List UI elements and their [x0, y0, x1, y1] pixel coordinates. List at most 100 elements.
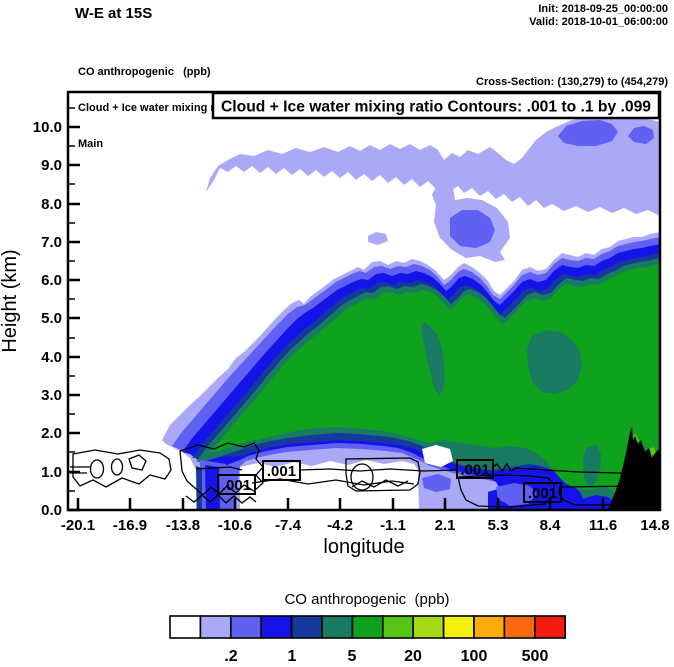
contour-label-box-3: [456, 459, 494, 479]
contour-line-long-2: [491, 462, 656, 475]
colorbar-title: CO anthropogenic (ppb): [284, 591, 449, 608]
colorbar-cell-12: [533, 615, 566, 639]
page-title: W-E at 15S: [75, 5, 153, 22]
colorbar-cell-10: [473, 615, 506, 639]
x-axis-ticks: [76, 498, 657, 510]
cbar-label-1: 1: [288, 648, 297, 665]
x-tick-4: -7.4: [275, 517, 302, 534]
x-tick-6: -1.1: [380, 517, 406, 534]
y-tick-9: 9.0: [41, 157, 62, 174]
upper-band-dark-patch-2: [628, 126, 654, 144]
colorbar-cell-6: [351, 615, 384, 639]
surface-column-1: [205, 465, 220, 509]
y-tick-2: 2.0: [41, 425, 62, 442]
y-tick-7: 7.0: [41, 234, 62, 251]
contour-label-box-4: [523, 482, 562, 503]
x-tick-3: -10.6: [218, 517, 252, 534]
y-tick-0: 0.0: [41, 502, 62, 519]
x-tick-10: 11.6: [589, 517, 617, 534]
x-tick-1: -16.9: [113, 517, 147, 534]
white-gap-contour-zone: [240, 460, 419, 509]
x-axis-label: longitude: [323, 536, 404, 558]
colorbar-cell-11: [503, 615, 536, 639]
cbar-label-3: 20: [404, 648, 422, 665]
contour-line-long-1: [299, 468, 458, 472]
contour-label-3: .001: [460, 462, 489, 479]
colorbar-cell-5: [321, 615, 354, 639]
colorbar-cell-3: [260, 615, 293, 639]
contour-oval-1: [89, 459, 105, 479]
colorbar-cell-2: [230, 615, 263, 639]
plot-title-box: [211, 91, 661, 120]
y-tick-3: 3.0: [41, 387, 62, 404]
colorbar-tick-labels: .2 1 5 20 100 500: [224, 648, 548, 665]
contour-label-boxes: .001 .001 .001 .001: [217, 459, 562, 503]
run-times: Init: 2018-09-25_00:00:00 Valid: 2018-10…: [529, 3, 668, 29]
cross-section-coords: Cross-Section: (130,279) to (454,279): [476, 76, 668, 88]
midlevel-patch-core: [450, 210, 495, 248]
colorbar-cell-4: [290, 615, 323, 639]
field-fill: CO anthropogenic (ppb): [78, 66, 211, 78]
y-tick-labels: 0.0 1.0 2.0 3.0 4.0 5.0 6.0 7.0 8.0 9.0 …: [33, 119, 62, 519]
contour-label-1: .001: [222, 477, 251, 494]
teal-strip-right: [583, 444, 601, 488]
contour-blob-small: [128, 454, 147, 471]
y-tick-6: 6.0: [41, 272, 62, 289]
x-tick-labels: -20.1 -16.9 -13.8 -10.6 -7.4 -4.2 -1.1 2…: [61, 517, 670, 534]
y-tick-8: 8.0: [41, 196, 62, 213]
y-tick-10: 10.0: [33, 119, 62, 136]
teal-tongue: [421, 322, 445, 396]
contour-label-box-1: [217, 474, 256, 495]
co-fill-layers: [162, 114, 659, 509]
colorbar-cell-9: [442, 615, 475, 639]
contour-loop-mid: [179, 442, 264, 496]
shallow-violet-patch-1: [422, 474, 451, 492]
x-tick-8: 5.3: [488, 517, 509, 534]
upper-band-dark-patch-1: [558, 120, 618, 146]
x-tick-2: -13.8: [166, 517, 200, 534]
contour-wave-inner: [351, 479, 409, 488]
valid-time: Valid: 2018-10-01_06:00:00: [529, 16, 668, 28]
y-axis-label: Height (km): [0, 249, 21, 352]
cbar-label-0: .2: [224, 648, 237, 665]
y-major-ticks: [68, 125, 80, 512]
contour-loop-left: [72, 449, 172, 488]
contour-oval-2: [110, 458, 124, 476]
cbar-label-5: 500: [522, 648, 549, 665]
small-cloud-blob: [368, 232, 388, 245]
upper-cloud-band: [206, 114, 659, 216]
y-tick-1: 1.0: [41, 464, 62, 481]
x-tick-9: 8.4: [540, 517, 562, 534]
contour-roundrect: [345, 457, 421, 492]
contour-oval-3: [350, 463, 374, 491]
plot-title: Cloud + Ice water mixing ratio Contours:…: [221, 99, 651, 116]
colorbar-cell-8: [412, 615, 445, 639]
contour-label-2: .001: [267, 463, 296, 480]
x-tick-0: -20.1: [61, 517, 95, 534]
colorbar-cell-0: [169, 615, 202, 639]
surface-column-2: [196, 466, 202, 509]
colorbar-cells: [169, 615, 566, 639]
y-axis-ticks: [68, 107, 80, 512]
contour-line-column: [195, 466, 243, 471]
colorbar-cell-7: [381, 615, 414, 639]
teal-blob: [527, 330, 582, 394]
y-tick-5: 5.0: [41, 310, 62, 327]
y-minor-ticks: [68, 107, 75, 492]
contour-label-4: .001: [528, 485, 557, 502]
x-tick-11: 14.8: [640, 517, 669, 534]
colorbar-cell-1: [199, 615, 232, 639]
shallow-violet-patch-2: [496, 483, 537, 506]
x-tick-5: -4.2: [327, 517, 353, 534]
contour-zigzag: [185, 494, 257, 504]
cbar-label-2: 5: [348, 648, 357, 665]
x-major-ticks: [76, 498, 657, 510]
white-hole-shallow: [422, 445, 453, 467]
contour-label-box-2: [262, 460, 301, 481]
field-domain: Main: [78, 138, 104, 150]
x-tick-7: 2.1: [435, 517, 456, 534]
colorbar: CO anthropogenic (ppb) .2 1 5 20 100 500: [169, 591, 566, 665]
init-time: Init: 2018-09-25_00:00:00: [538, 3, 668, 15]
y-tick-4: 4.0: [41, 349, 62, 366]
